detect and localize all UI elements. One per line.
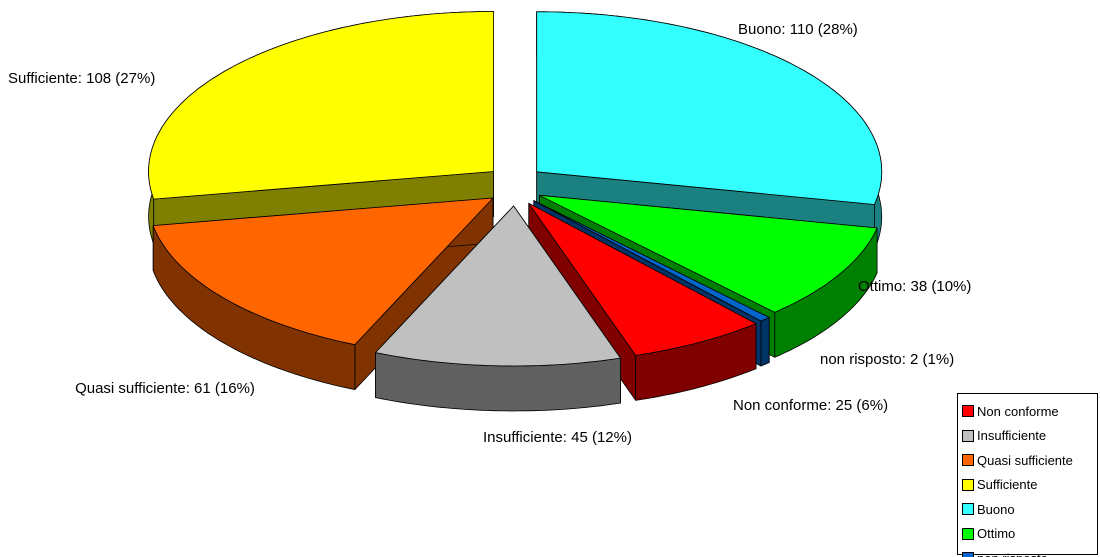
legend-swatch [962,478,974,491]
legend-swatch [962,405,974,418]
legend-label: Non conforme [977,403,1059,419]
legend-item: Buono [958,497,1097,522]
legend-label: non risposto [977,551,1048,557]
legend-item: Quasi sufficiente [958,448,1097,473]
data-label: non risposto: 2 (1%) [820,351,955,368]
slice [533,200,770,322]
legend-label: Quasi sufficiente [977,452,1073,468]
data-label: Buono: 110 (28%) [738,21,858,38]
legend-swatch [962,454,974,467]
slice [148,11,494,200]
legend-item: Sufficiente [958,473,1097,498]
legend-item: Non conforme [958,399,1097,424]
slice [536,11,883,205]
slice [528,202,757,356]
legend-label: Sufficiente [977,477,1038,493]
data-label: Ottimo: 38 (10%) [858,278,972,295]
legend-swatch [962,429,974,442]
data-label: Insufficiente: 45 (12%) [483,429,632,446]
legend-item: Ottimo [958,522,1097,547]
slice [375,205,621,367]
data-label: Quasi sufficiente: 61 (16%) [75,380,255,397]
legend-item: Insufficiente [958,424,1097,449]
data-label: Sufficiente: 108 (27%) [8,70,156,87]
legend-item: non risposto [958,546,1097,557]
slice [539,194,878,313]
data-label: Non conforme: 25 (6%) [733,397,889,414]
legend-label: Insufficiente [977,428,1047,444]
slice [375,205,621,412]
legend-label: Buono [977,501,1015,517]
legend-swatch [962,552,974,557]
legend-swatch [962,503,974,516]
slice [152,197,494,345]
legend-swatch [962,527,974,540]
slice-side [760,317,770,367]
legend: Non conforme Insufficiente Quasi sufficien… [957,393,1098,557]
legend-label: Ottimo [977,526,1016,542]
slice [152,197,494,390]
